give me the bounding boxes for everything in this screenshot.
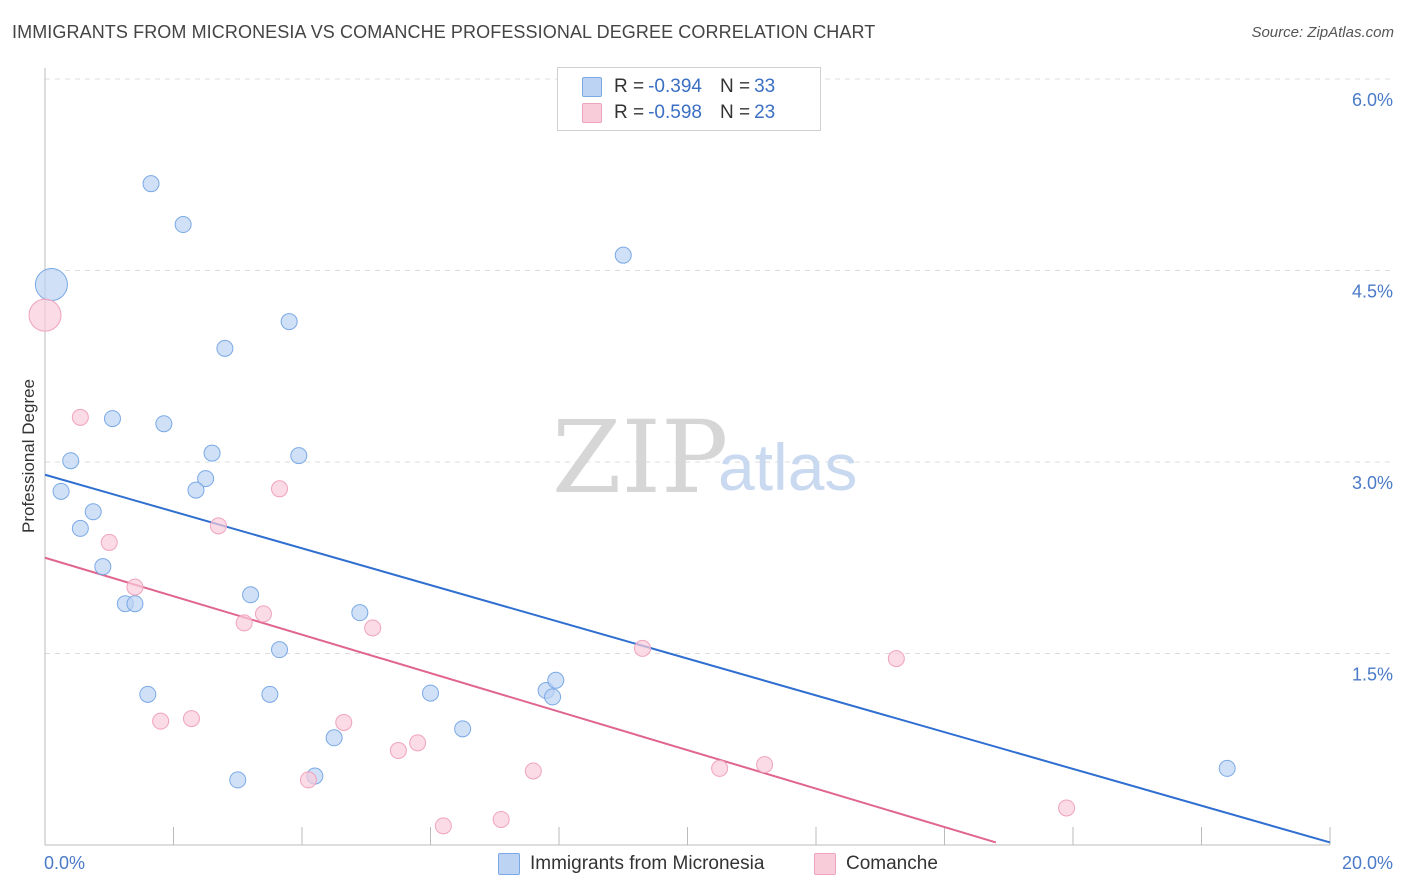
r-label: R = [614,76,645,97]
micronesia-point [544,688,562,706]
comanche-point [271,480,289,498]
micronesia-point [229,771,247,789]
y-axis-label: Professional Degree [19,379,38,533]
y-tick-label: 6.0% [1352,90,1393,110]
legend-label: Immigrants from Micronesia [530,853,765,874]
n-value: 33 [754,76,776,97]
comanche-point [364,619,382,637]
x-tick-label: 0.0% [44,853,85,873]
micronesia-point [242,586,260,604]
comanche-trend-line [44,556,997,844]
legend-row-micronesia: R = -0.394 N = 33 [582,75,775,99]
comanche-legend-swatch [814,853,836,875]
comanche-point [887,650,905,668]
micronesia-point [547,671,565,689]
micronesia-point [174,216,192,234]
micronesia-point [351,604,369,622]
comanche-point [335,713,353,731]
y-tick-label: 1.5% [1352,665,1393,685]
micronesia-point [454,720,472,738]
comanche-point [299,771,317,789]
comanche-point [389,742,407,760]
comanche-point [756,756,774,774]
series-legend: Immigrants from Micronesia Comanche [0,851,1406,879]
micronesia-point [216,339,234,357]
labels-layer: Professional Degree 1.5% 3.0% 4.5% 6.0% 0.0%… [19,90,1393,873]
x-tick-label: 20.0% [1342,853,1393,873]
chart-title: IMMIGRANTS FROM MICRONESIA VS COMANCHE P… [12,22,876,42]
micronesia-point [197,470,215,488]
legend-item-micronesia[interactable]: Immigrants from Micronesia [498,853,764,875]
comanche-point [152,712,170,730]
micronesia-point [34,268,68,302]
r-value: -0.394 [648,76,702,97]
micronesia-point [422,684,439,702]
watermark: ZIP atlas [552,399,857,516]
micronesia-trend-line [44,473,1331,844]
micronesia-point [139,685,157,703]
correlation-legend: R = -0.394 N = 33 R = -0.598 N = 23 [557,67,821,131]
micronesia-point [203,444,221,462]
micronesia-point [325,729,343,747]
micronesia-point [290,447,308,465]
comanche-point [235,614,253,632]
micronesia-point [614,246,632,264]
comanche-point [711,759,729,777]
comanche-swatch [582,103,602,123]
watermark-zip: ZIP [552,399,728,516]
grid-layer [45,78,1395,654]
n-label: N = [719,102,751,123]
comanche-point [492,810,510,828]
n-value: 23 [754,102,776,123]
comanche-point [126,578,144,596]
micronesia-point [187,481,205,499]
micronesia-point [142,175,160,193]
r-value: -0.598 [648,102,702,123]
comanche-point [209,517,227,535]
micronesia-point [71,519,89,537]
comanche-point [634,639,652,657]
comanche-point [182,710,200,728]
n-label: N = [719,76,751,97]
comanche-point [28,298,62,332]
micronesia-point [52,482,70,500]
watermark-atlas: atlas [718,430,857,504]
comanche-point [1058,799,1076,817]
micronesia-point [155,415,173,433]
legend-row-comanche: R = -0.598 N = 23 [582,101,775,125]
micronesia-point [62,452,80,470]
comanche-point [409,734,427,752]
comanche-point [71,408,89,426]
micronesia-point [84,503,102,521]
axes-layer [44,68,1331,846]
micronesia-point [261,685,279,703]
points-layer [28,175,1236,835]
micronesia-legend-swatch [498,853,520,875]
comanche-point [100,533,118,551]
trend-layer [44,473,1331,844]
r-label: R = [614,102,645,123]
micronesia-point [1218,759,1236,777]
y-tick-label: 3.0% [1352,473,1393,493]
comanche-point [434,817,452,835]
micronesia-point [280,313,298,331]
comanche-point [254,605,272,623]
comanche-point [524,762,542,780]
micronesia-point [271,641,289,659]
legend-item-comanche[interactable]: Comanche [814,853,938,875]
legend-label: Comanche [846,853,938,874]
micronesia-point [126,595,144,613]
micronesia-point [94,558,112,576]
micronesia-swatch [582,77,602,97]
micronesia-point [103,410,121,428]
source-label: Source: ZipAtlas.com [1251,24,1394,41]
y-tick-label: 4.5% [1352,282,1393,302]
